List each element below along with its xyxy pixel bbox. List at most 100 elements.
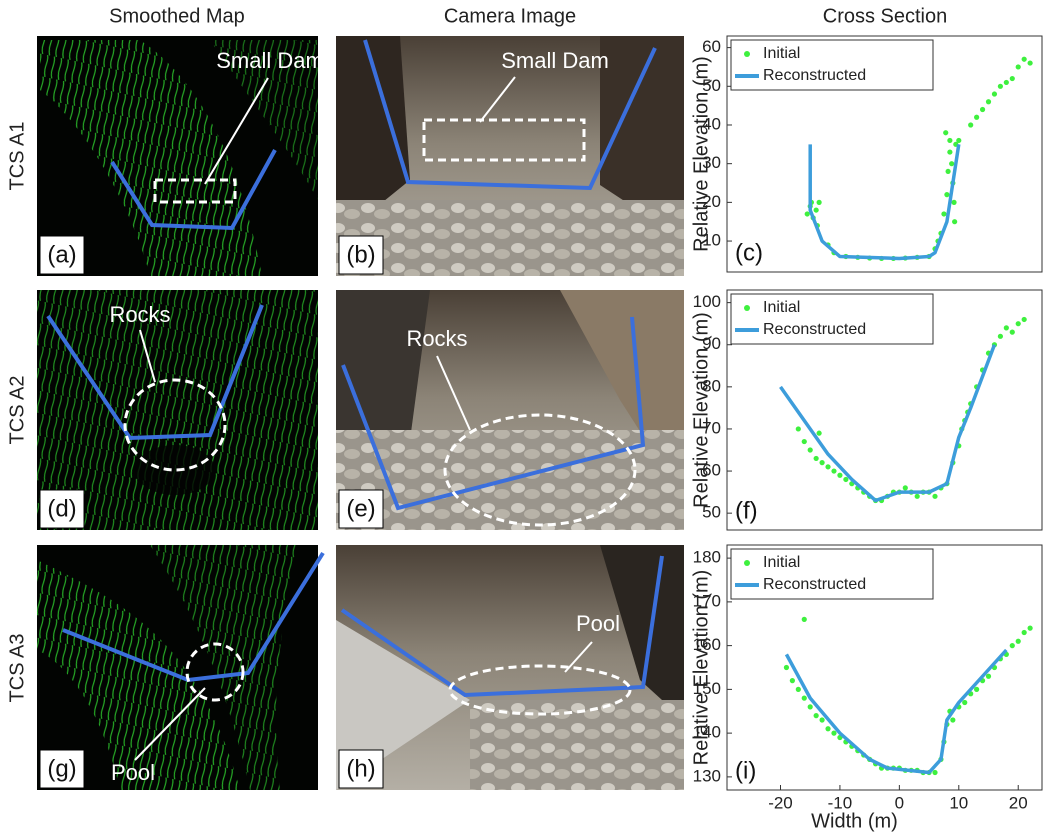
- legend-marker: [744, 560, 750, 566]
- panel-label: (e): [346, 495, 375, 522]
- data-point: [843, 476, 849, 483]
- x-tick-label: 10: [949, 793, 968, 812]
- data-point: [979, 106, 986, 113]
- data-point: [1015, 638, 1021, 644]
- panel-label: (h): [346, 755, 375, 782]
- data-point: [932, 769, 938, 776]
- data-point: [914, 493, 920, 499]
- column-header: Smoothed Map: [109, 5, 245, 27]
- y-tick-label: 50: [702, 503, 721, 522]
- data-point: [956, 137, 962, 144]
- data-point: [1021, 56, 1027, 62]
- data-point: [819, 460, 825, 466]
- camera-panel: Rocks (e): [336, 290, 684, 530]
- data-point: [902, 485, 908, 491]
- y-tick-label: 50: [702, 76, 721, 95]
- data-point: [985, 99, 992, 105]
- data-point: [1027, 625, 1033, 631]
- x-tick-label: 20: [1009, 793, 1028, 812]
- y-tick-label: 20: [702, 192, 721, 211]
- legend-box: [730, 548, 934, 600]
- data-point: [807, 447, 813, 453]
- legend-label: Initial: [763, 554, 800, 571]
- data-point: [1021, 316, 1027, 323]
- data-point: [1009, 75, 1015, 82]
- y-tick-label: 60: [702, 37, 721, 56]
- legend-label: Reconstructed: [763, 576, 866, 593]
- data-point: [819, 717, 825, 723]
- data-line: [784, 648, 1008, 775]
- data-point: [1009, 643, 1015, 649]
- data-point: [1015, 321, 1021, 327]
- y-tick-label: 160: [693, 635, 721, 654]
- data-point: [941, 211, 947, 217]
- y-tick-label: 100: [693, 292, 721, 311]
- map-panel: Rocks (d): [37, 290, 318, 530]
- y-axis-label: Relative Elevation (m): [690, 312, 712, 508]
- y-tick-label: 150: [693, 679, 721, 698]
- y-axis-label: Relative Elevation (m): [690, 570, 712, 766]
- y-tick-label: 40: [702, 114, 721, 133]
- data-point: [1003, 79, 1009, 86]
- data-line: [779, 344, 997, 503]
- data-point: [1027, 60, 1033, 66]
- data-point: [795, 426, 801, 432]
- y-tick-label: 70: [702, 418, 721, 437]
- data-point: [795, 686, 801, 692]
- data-point: [943, 130, 949, 136]
- legend-label: Reconstructed: [763, 321, 866, 338]
- camera-panel: Small Dam (b): [336, 36, 684, 276]
- legend-label: Initial: [763, 299, 800, 316]
- row-label: TCS A2: [6, 376, 28, 445]
- data-point: [813, 713, 819, 719]
- panel-label: (b): [346, 241, 375, 268]
- data-point: [825, 726, 831, 732]
- legend-label: Initial: [763, 45, 800, 62]
- map-panel: Small Dam (a): [37, 36, 324, 276]
- data-point: [952, 219, 958, 225]
- camera-panel: Pool (h): [336, 545, 684, 790]
- data-point: [807, 704, 813, 710]
- data-point: [813, 455, 819, 462]
- y-tick-label: 180: [693, 548, 721, 567]
- data-point: [816, 199, 822, 205]
- legend-marker: [744, 51, 750, 57]
- annotation: Pool: [111, 760, 155, 785]
- data-point: [945, 168, 951, 175]
- y-tick-label: 60: [702, 461, 721, 480]
- data-point: [816, 430, 822, 436]
- data-point: [1003, 325, 1009, 331]
- data-point: [837, 472, 843, 478]
- x-tick-label: -20: [768, 793, 793, 812]
- data-point: [801, 616, 807, 622]
- data-point: [951, 199, 957, 205]
- data-point: [947, 149, 953, 155]
- map-panel: Pool (g): [37, 545, 325, 790]
- annotation: Rocks: [109, 302, 170, 327]
- panel-label: (a): [47, 241, 76, 268]
- y-tick-label: 80: [702, 376, 721, 395]
- data-point: [974, 686, 980, 692]
- data-point: [825, 464, 831, 470]
- data-point: [831, 730, 837, 736]
- panel-label: (d): [47, 495, 76, 522]
- data-point: [1021, 629, 1027, 636]
- data-point: [947, 137, 953, 144]
- data-point: [783, 664, 790, 671]
- y-axis-label: Relative Elevation (m): [690, 56, 712, 252]
- data-point: [831, 468, 837, 474]
- chart: 130 140 150 160 170 180 -20 -10 0 10 20 Relative El…: [690, 544, 1043, 832]
- data-point: [997, 83, 1003, 89]
- panel-label: (f): [735, 497, 758, 524]
- legend-box: [730, 293, 934, 345]
- annotation: Small Dam: [501, 48, 609, 73]
- annotation: Small Dam: [216, 48, 324, 73]
- panel-label: (c): [735, 239, 763, 266]
- x-tick-label: 0: [895, 793, 904, 812]
- data-point: [962, 699, 968, 706]
- panel-label: (i): [735, 757, 756, 784]
- data-point: [1009, 329, 1015, 335]
- y-tick-label: 90: [702, 334, 721, 353]
